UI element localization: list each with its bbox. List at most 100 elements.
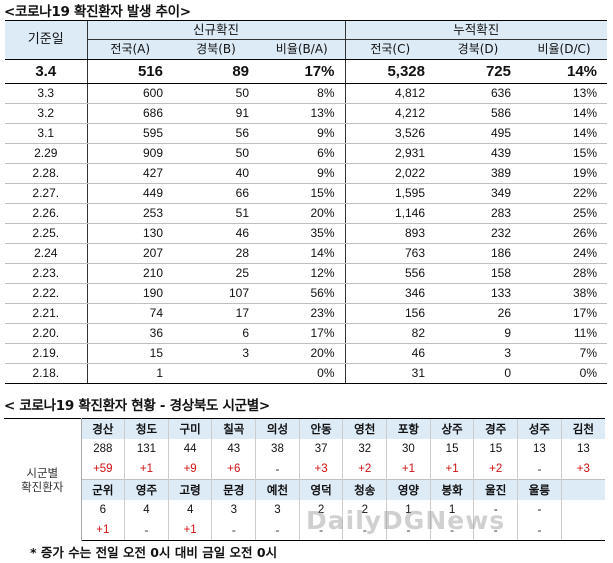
city-name: 성주 xyxy=(517,418,562,439)
value-cell: 51 xyxy=(173,203,259,224)
value-cell: 17% xyxy=(259,59,345,84)
city-count: 3 xyxy=(255,500,300,520)
city-count: 15 xyxy=(473,439,518,459)
value-cell: 439 xyxy=(435,143,521,164)
value-cell: 190 xyxy=(86,283,173,304)
city-increment: - xyxy=(429,520,474,541)
city-increments-row: +1- +1- - - - - - - - xyxy=(4,520,605,541)
subheader-4: 경북(D) xyxy=(435,39,521,60)
value-cell: 40 xyxy=(173,163,259,184)
subheader-5: 비율(D/C) xyxy=(521,39,608,60)
value-cell: 17% xyxy=(259,323,345,344)
value-cell: 23% xyxy=(259,303,345,324)
table-row: 2.29 909 50 6% 2,931 439 15% xyxy=(5,143,608,164)
city-increment: - xyxy=(255,459,300,480)
value-cell: 3,526 xyxy=(344,123,435,144)
city-name: 울릉 xyxy=(517,479,562,500)
city-name: 봉화 xyxy=(429,479,474,500)
table-row: 2.19. 15 3 20% 46 3 7% xyxy=(5,343,608,364)
value-cell: 763 xyxy=(344,243,435,264)
table-row: 2.20. 36 6 17% 82 9 11% xyxy=(5,323,608,344)
value-cell: 7% xyxy=(521,343,608,364)
city-count: 2 xyxy=(298,500,343,520)
value-cell: 36 xyxy=(86,323,173,344)
value-cell: 210 xyxy=(86,263,173,284)
value-cell: 15 xyxy=(86,343,173,364)
value-cell: 8% xyxy=(259,83,345,104)
value-cell: 66 xyxy=(173,183,259,204)
value-cell: 31 xyxy=(344,363,435,384)
city-count: 13 xyxy=(560,439,605,459)
row-label: 시군별 확진환자 xyxy=(4,418,82,541)
value-cell: 74 xyxy=(86,303,173,324)
value-cell: 15% xyxy=(259,183,345,204)
value-cell: 0 xyxy=(435,363,521,384)
city-name: 경산 xyxy=(81,418,125,439)
date-cell: 2.20. xyxy=(5,323,87,344)
city-increment: +6 xyxy=(211,459,256,480)
city-count: 37 xyxy=(298,439,343,459)
value-cell: 38% xyxy=(521,283,608,304)
city-name: 구미 xyxy=(167,418,212,439)
value-cell: 349 xyxy=(435,183,521,204)
value-cell: 82 xyxy=(344,323,435,344)
city-counts-row: 288 131 44 43 38 37 32 30 15 15 13 13 xyxy=(4,439,605,459)
city-names-row: 군위 영주 고령 문경 예천 영덕 청송 영양 봉화 울진 울릉 xyxy=(4,479,605,500)
date-cell: 3.3 xyxy=(5,83,87,104)
table-row: 3.3 600 50 8% 4,812 636 13% xyxy=(5,83,608,104)
value-cell: 12% xyxy=(259,263,345,284)
value-cell: 24% xyxy=(521,243,608,264)
new-cases-header: 신규확진 xyxy=(86,20,345,40)
city-count: 2 xyxy=(342,500,387,520)
value-cell: 19% xyxy=(521,163,608,184)
value-cell: 107 xyxy=(173,283,259,304)
value-cell: 46 xyxy=(173,223,259,244)
value-cell: 50 xyxy=(173,83,259,104)
subheader-0: 전국(A) xyxy=(86,39,173,60)
value-cell: 4,812 xyxy=(344,83,435,104)
city-count: 1 xyxy=(386,500,431,520)
city-name: 문경 xyxy=(211,479,256,500)
subheader-1: 경북(B) xyxy=(173,39,259,60)
value-cell: 14% xyxy=(521,59,608,84)
value-cell: 156 xyxy=(344,303,435,324)
table-row: 2.25. 130 46 35% 893 232 26% xyxy=(5,223,608,244)
city-increment: +1 xyxy=(124,459,169,480)
value-cell: 449 xyxy=(86,183,173,204)
value-cell: 1 xyxy=(86,363,173,384)
value-cell: 133 xyxy=(435,283,521,304)
city-increment: - xyxy=(298,520,343,541)
city-name: 영천 xyxy=(342,418,387,439)
city-count: 15 xyxy=(429,439,474,459)
city-count: 32 xyxy=(342,439,387,459)
value-cell: 14% xyxy=(521,103,608,124)
city-count: 1 xyxy=(429,500,474,520)
table2-title: < 코로나19 확진환자 현황 - 경상북도 시군별> xyxy=(4,398,270,414)
value-cell xyxy=(173,363,259,384)
city-increment: - xyxy=(386,520,431,541)
table-row: 2.23. 210 25 12% 556 158 28% xyxy=(5,263,608,284)
value-cell: 893 xyxy=(344,223,435,244)
value-cell: 2,022 xyxy=(344,163,435,184)
table-row: 3.2 686 91 13% 4,212 586 14% xyxy=(5,103,608,124)
value-cell: 3 xyxy=(173,343,259,364)
city-count: 4 xyxy=(167,500,212,520)
date-cell: 3.4 xyxy=(5,59,87,84)
value-cell: 595 xyxy=(86,123,173,144)
value-cell: 56 xyxy=(173,123,259,144)
city-name xyxy=(560,479,605,500)
value-cell: 15% xyxy=(521,143,608,164)
value-cell: 25% xyxy=(521,203,608,224)
value-cell: 89 xyxy=(173,59,259,84)
cumulative-cases-header: 누적확진 xyxy=(344,20,608,40)
value-cell: 186 xyxy=(435,243,521,264)
table1-title: <코로나19 확진환자 발생 추이> xyxy=(4,4,191,20)
value-cell: 427 xyxy=(86,163,173,184)
city-count: 3 xyxy=(211,500,256,520)
city-name: 경주 xyxy=(473,418,518,439)
city-count: 4 xyxy=(124,500,169,520)
city-name: 영덕 xyxy=(298,479,343,500)
value-cell: 6 xyxy=(173,323,259,344)
value-cell: 600 xyxy=(86,83,173,104)
city-increment: - xyxy=(211,520,256,541)
